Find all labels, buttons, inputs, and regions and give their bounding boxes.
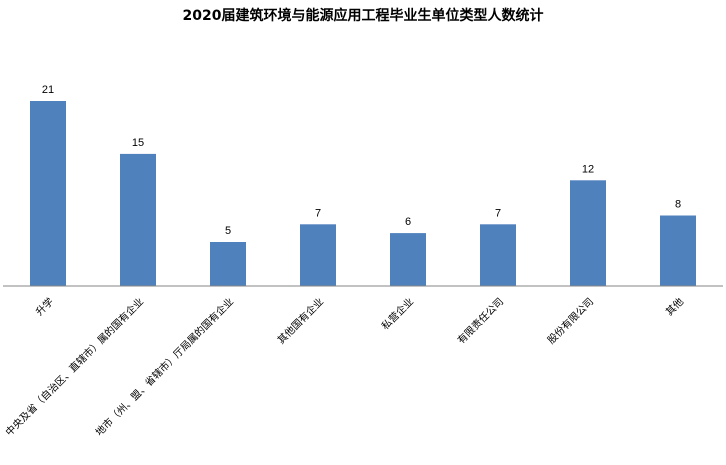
x-tick-label-1: 升学 bbox=[33, 295, 56, 318]
data-label-8: 8 bbox=[675, 199, 681, 211]
data-label-1: 21 bbox=[42, 84, 54, 96]
x-tick-labels-group: 升学中央及省（自治区、直辖市）属的国有企业地市（州、盟、省辖市）厅局属的国有企业… bbox=[3, 295, 687, 439]
data-label-4: 7 bbox=[315, 207, 321, 219]
bar-1 bbox=[30, 101, 66, 286]
x-tick-label-4: 其他国有企业 bbox=[275, 295, 327, 347]
bar-2 bbox=[120, 153, 156, 286]
x-tick-label-5: 私营企业 bbox=[379, 295, 416, 332]
x-tick-label-6: 有限责任公司 bbox=[455, 295, 507, 347]
data-label-3: 5 bbox=[225, 225, 231, 237]
data-label-7: 12 bbox=[582, 163, 594, 175]
x-tick-label-7: 股份有限公司 bbox=[545, 295, 597, 347]
bars-group bbox=[30, 101, 696, 286]
x-tick-label-8: 其他 bbox=[663, 295, 686, 318]
chart-title: 2020届建筑环境与能源应用工程毕业生单位类型人数统计 bbox=[183, 7, 544, 24]
bar-8 bbox=[660, 215, 696, 286]
data-labels-group: 21 15 5 7 6 7 12 8 bbox=[42, 84, 681, 237]
data-label-5: 6 bbox=[405, 216, 411, 228]
x-tick-label-2: 中央及省（自治区、直辖市）属的国有企业 bbox=[3, 295, 147, 439]
data-label-2: 15 bbox=[132, 137, 144, 149]
bar-5 bbox=[390, 233, 426, 286]
bar-6 bbox=[480, 224, 516, 286]
data-label-6: 7 bbox=[495, 207, 501, 219]
bar-7 bbox=[570, 180, 606, 286]
bar-4 bbox=[300, 224, 336, 286]
bar-3 bbox=[210, 242, 246, 286]
x-tick-label-3: 地市（州、盟、省辖市）厅局属的国有企业 bbox=[93, 295, 237, 439]
